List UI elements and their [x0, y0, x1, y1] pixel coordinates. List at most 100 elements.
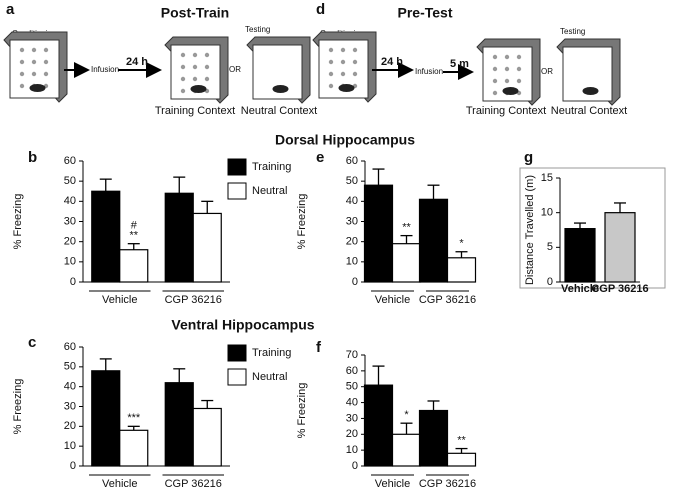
y-tick-label: 15 — [541, 172, 553, 184]
significance-mark: ** — [457, 434, 466, 446]
bar — [446, 452, 477, 467]
y-tick-label: 20 — [346, 428, 358, 440]
cue-dot — [43, 71, 49, 77]
mouse — [272, 85, 289, 93]
y-tick-label: 40 — [346, 195, 358, 207]
section-title: Dorsal Hippocampus — [275, 132, 415, 148]
cue-dot — [204, 52, 210, 58]
legend-swatch — [227, 182, 247, 200]
or-label: OR — [541, 67, 553, 76]
mouse — [338, 84, 355, 92]
cue-dot — [31, 47, 37, 53]
legend-label: Neutral — [252, 371, 287, 383]
context-label: Neutral Context — [551, 105, 627, 117]
bar — [564, 228, 596, 283]
significance-mark: * — [404, 409, 409, 421]
significance-mark: # — [131, 220, 138, 232]
bar — [192, 212, 222, 283]
cue-dot — [192, 64, 198, 70]
panel-label: b — [28, 149, 37, 166]
cue-dot — [19, 47, 25, 53]
cue-dot — [180, 52, 186, 58]
bar — [119, 429, 149, 467]
cue-dot — [504, 78, 510, 84]
y-tick-label: 50 — [346, 175, 358, 187]
testing-label: Testing — [560, 27, 585, 36]
x-tick-label: CGP 36216 — [165, 294, 222, 306]
context-label: Neutral Context — [241, 105, 317, 117]
cue-dot — [204, 76, 210, 82]
y-tick-label: 0 — [352, 460, 358, 472]
y-tick-label: 10 — [346, 444, 358, 456]
legend-swatch — [227, 368, 247, 386]
cue-dot — [192, 52, 198, 58]
x-tick-label: Vehicle — [375, 294, 410, 306]
cue-dot — [340, 47, 346, 53]
y-axis-label: % Freezing — [296, 194, 308, 250]
bar — [91, 190, 121, 283]
bar — [363, 384, 394, 467]
y-tick-label: 10 — [346, 256, 358, 268]
y-tick-label: 50 — [346, 381, 358, 393]
legend-swatch — [227, 158, 247, 176]
y-tick-label: 10 — [64, 256, 76, 268]
y-tick-label: 0 — [70, 460, 76, 472]
cue-dot — [352, 59, 358, 65]
y-axis-label: Distance Travelled (m) — [524, 175, 536, 285]
cue-dot — [504, 66, 510, 72]
legend-label: Neutral — [252, 185, 287, 197]
bar — [604, 212, 636, 283]
cue-dot — [180, 88, 186, 94]
context-label: Training Context — [466, 105, 546, 117]
legend-swatch — [227, 344, 247, 362]
panel-label: e — [316, 149, 324, 166]
y-tick-label: 30 — [346, 412, 358, 424]
mouse — [582, 87, 599, 95]
bar — [418, 409, 449, 467]
x-tick-label: Vehicle — [102, 478, 137, 488]
step-label: Infusion — [415, 67, 443, 76]
y-tick-label: 50 — [64, 175, 76, 187]
significance-mark: ** — [402, 222, 411, 234]
x-tick-label: CGP 36216 — [591, 283, 648, 295]
bar — [91, 370, 121, 467]
y-tick-label: 10 — [64, 440, 76, 452]
cue-dot — [192, 76, 198, 82]
cue-dot — [504, 54, 510, 60]
y-tick-label: 20 — [64, 236, 76, 248]
cue-dot — [328, 71, 334, 77]
y-tick-label: 0 — [352, 276, 358, 288]
bar — [363, 184, 394, 283]
significance-mark: *** — [127, 412, 141, 424]
cue-dot — [492, 78, 498, 84]
context-label: Training Context — [155, 105, 235, 117]
y-tick-label: 30 — [64, 400, 76, 412]
cue-dot — [328, 83, 334, 89]
x-tick-label: CGP 36216 — [165, 478, 222, 488]
y-tick-label: 20 — [346, 236, 358, 248]
cue-dot — [516, 54, 522, 60]
step-label: 24 h — [381, 56, 403, 68]
testing-label: Testing — [245, 25, 270, 34]
y-tick-label: 60 — [64, 341, 76, 353]
cue-dot — [516, 66, 522, 72]
significance-mark: * — [459, 238, 464, 250]
y-axis-label: % Freezing — [12, 194, 24, 250]
mouse — [29, 84, 46, 92]
cue-dot — [492, 90, 498, 96]
mouse — [190, 85, 207, 93]
significance-mark: ** — [129, 230, 138, 242]
cue-dot — [492, 54, 498, 60]
y-tick-label: 10 — [541, 207, 553, 219]
panel-frame — [519, 167, 666, 289]
y-tick-label: 0 — [70, 276, 76, 288]
schematic-title: Post-Train — [161, 5, 229, 21]
cue-dot — [340, 71, 346, 77]
cue-dot — [180, 76, 186, 82]
y-tick-label: 0 — [547, 276, 553, 288]
y-axis-label: % Freezing — [296, 383, 308, 439]
y-tick-label: 30 — [346, 215, 358, 227]
y-tick-label: 30 — [64, 215, 76, 227]
bar — [391, 433, 422, 467]
